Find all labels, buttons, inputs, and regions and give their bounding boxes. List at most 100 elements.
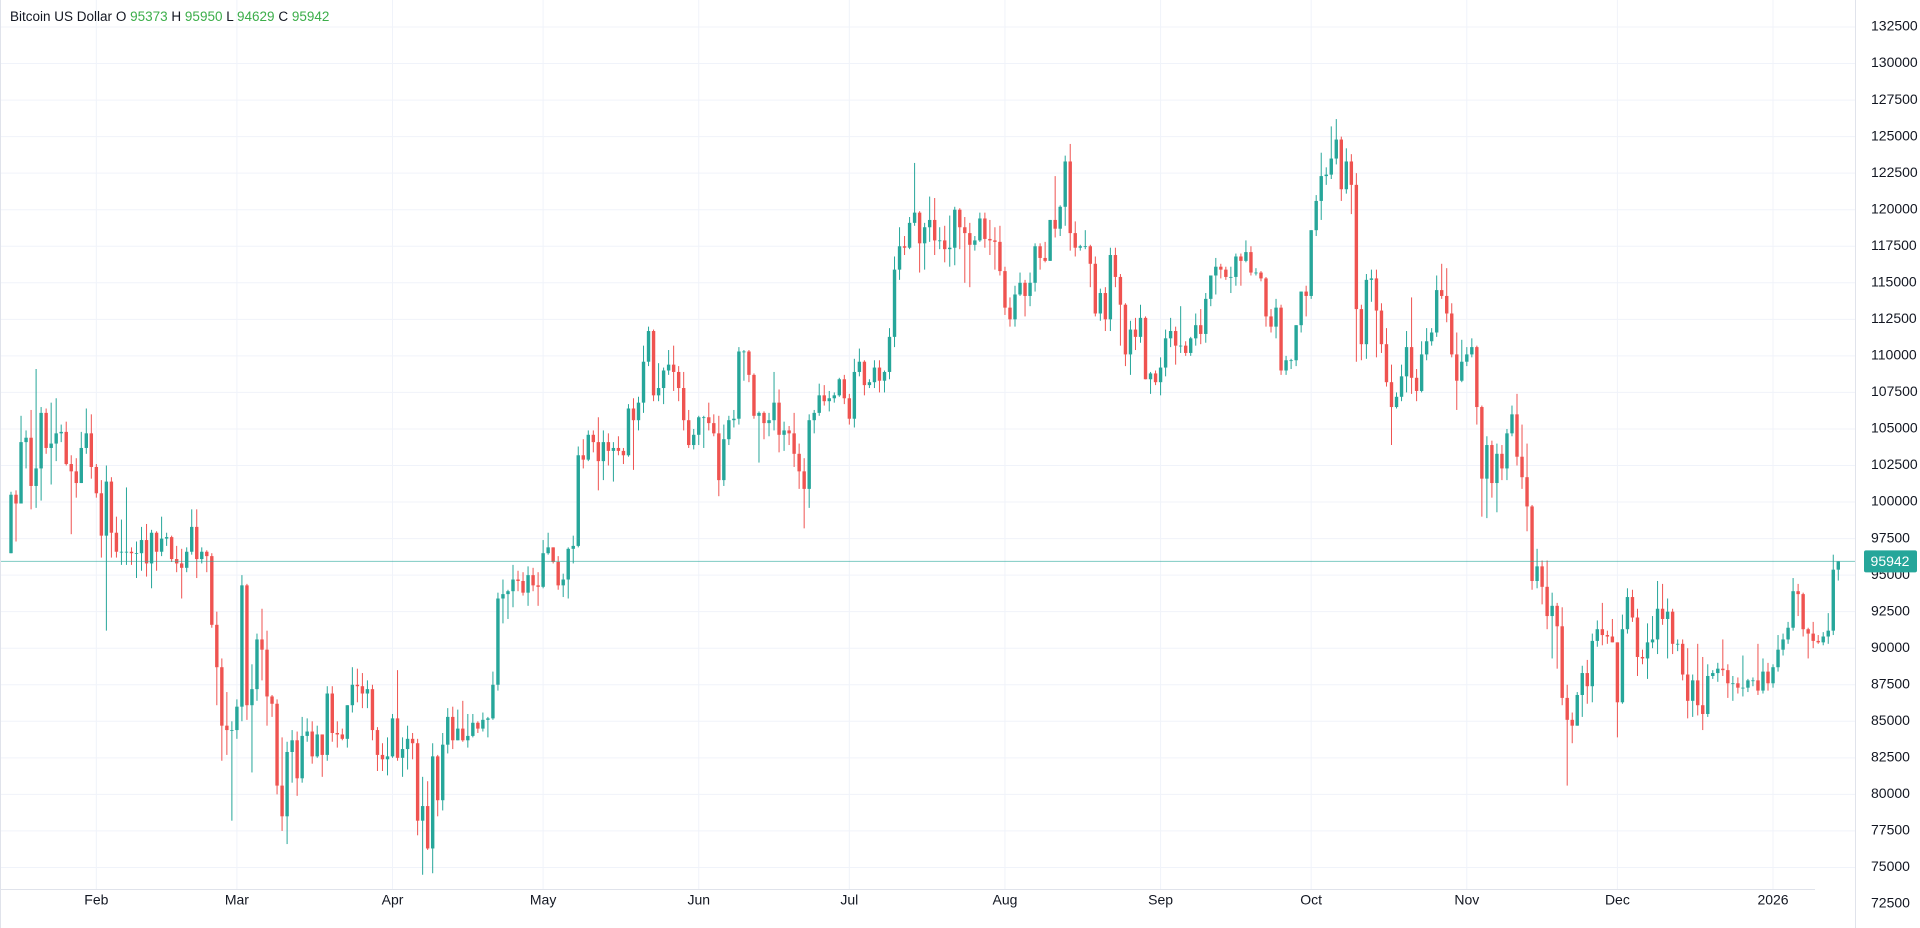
candle-body <box>54 433 58 444</box>
candle-body <box>631 408 636 421</box>
candle-body <box>1314 200 1318 231</box>
candle-body <box>1083 246 1087 248</box>
candle-body <box>917 212 922 244</box>
candle-body <box>84 433 88 448</box>
candle-body <box>988 238 992 241</box>
candle-body <box>958 209 962 228</box>
candle-body <box>430 756 435 849</box>
candle-body <box>1143 317 1148 380</box>
candle-body <box>767 420 771 424</box>
candle-body <box>1219 266 1223 270</box>
candle-body <box>1118 276 1123 305</box>
candle-body <box>847 398 852 419</box>
candle-body <box>1485 445 1489 479</box>
candle-body <box>1178 345 1183 347</box>
candle-body <box>932 219 937 241</box>
candle-body <box>1570 719 1574 726</box>
candle-body <box>1595 629 1600 641</box>
candle-body <box>656 388 661 396</box>
last-price-label: 95942 <box>1871 553 1910 569</box>
x-tick-label: May <box>530 892 556 908</box>
candle-body <box>1500 453 1504 469</box>
candle-body <box>295 740 299 779</box>
candle-body <box>953 209 957 248</box>
candle-body <box>762 412 766 424</box>
candle-body <box>501 594 505 599</box>
candle-body <box>832 395 836 399</box>
candle-body <box>842 379 847 399</box>
candle-body <box>571 545 575 549</box>
low-letter: L <box>226 9 234 24</box>
candle-body <box>857 361 862 372</box>
candle-body <box>1771 667 1775 684</box>
candle-body <box>1711 673 1715 676</box>
candle-body <box>49 443 53 448</box>
candle-body <box>546 547 550 554</box>
candle-body <box>531 575 535 586</box>
candle-body <box>1319 176 1323 201</box>
x-tick-label: 2026 <box>1757 892 1788 908</box>
candle-body <box>576 455 580 546</box>
candle-body <box>330 693 334 733</box>
candle-body <box>1043 257 1047 261</box>
candle-body <box>1018 282 1022 295</box>
candle-body <box>1721 668 1725 671</box>
candle-body <box>461 728 465 741</box>
candle-body <box>1791 591 1795 628</box>
grid <box>0 0 1855 889</box>
candle-body <box>1168 331 1173 339</box>
candle-body <box>255 639 259 690</box>
candle-body <box>1309 230 1313 296</box>
candle-body <box>541 553 545 587</box>
candle-body <box>787 430 791 434</box>
candle-body <box>1685 674 1690 701</box>
symbol-title: Bitcoin US Dollar <box>10 9 113 24</box>
candle-body <box>1113 255 1118 277</box>
candle-body <box>1751 680 1755 682</box>
candle-body <box>993 240 997 242</box>
candle-body <box>1374 278 1379 311</box>
candle-body <box>1565 697 1569 720</box>
candle-body <box>74 471 78 484</box>
candle-body <box>1756 680 1760 691</box>
candle-body <box>1630 597 1635 618</box>
candle-body <box>697 417 701 435</box>
candle-body <box>877 367 882 381</box>
candle-body <box>1073 233 1077 248</box>
candle-body <box>1209 275 1213 299</box>
candle-body <box>1660 608 1665 619</box>
candle-body <box>1189 338 1193 353</box>
x-tick-label: Nov <box>1454 892 1479 908</box>
candle-body <box>1008 307 1012 320</box>
y-tick-label: 122500 <box>1871 164 1918 180</box>
candle-body <box>471 722 475 736</box>
candle-body <box>19 442 23 504</box>
candle-body <box>1294 325 1298 361</box>
y-tick-label: 115000 <box>1871 273 1917 289</box>
candle-body <box>887 336 892 372</box>
candle-body <box>360 686 365 694</box>
candle-body <box>355 684 360 687</box>
candle-body <box>973 240 977 245</box>
candle-body <box>215 624 219 668</box>
open-letter: O <box>116 9 127 24</box>
candle-body <box>561 579 565 586</box>
candle-body <box>1525 477 1529 507</box>
candle-body <box>400 749 405 758</box>
candle-body <box>225 725 229 731</box>
candle-body <box>1816 640 1820 643</box>
candle-body <box>1535 566 1539 581</box>
candle-body <box>405 738 410 750</box>
candle-body <box>687 420 691 446</box>
y-tick-label: 100000 <box>1871 493 1918 509</box>
candle-body <box>827 398 831 402</box>
candle-body <box>1419 354 1424 391</box>
candle-body <box>39 412 43 469</box>
candle-body <box>1761 671 1765 691</box>
candle-body <box>626 408 631 456</box>
candle-body <box>943 240 947 250</box>
candle-body <box>1560 626 1564 698</box>
candle-body <box>651 331 656 396</box>
candle-body <box>220 667 224 726</box>
